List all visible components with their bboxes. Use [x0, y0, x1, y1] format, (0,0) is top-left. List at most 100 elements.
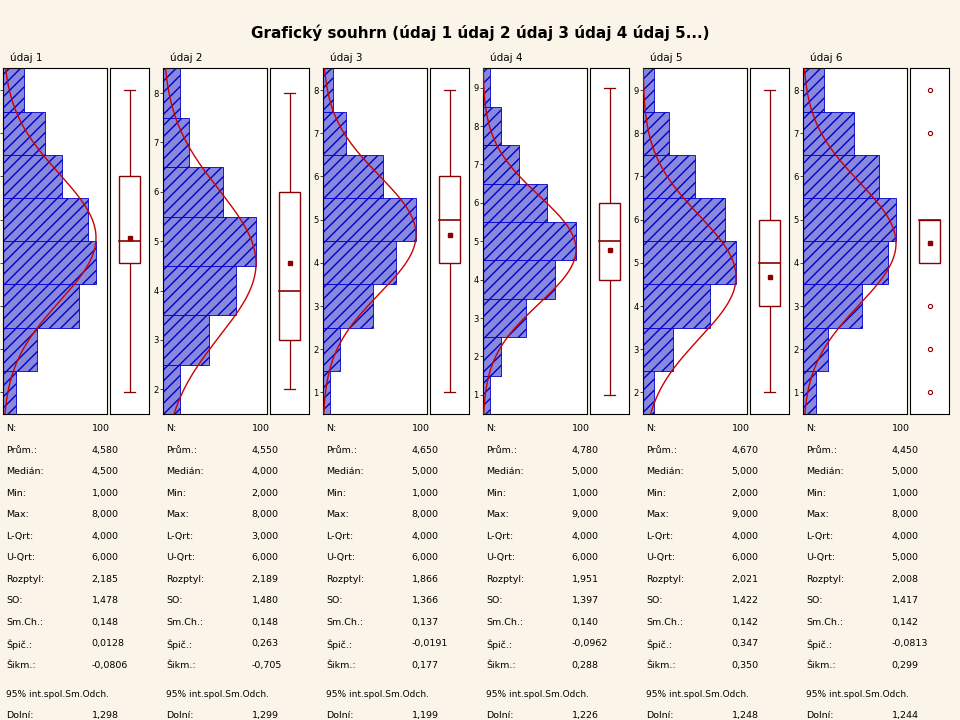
Text: 9,000: 9,000 [572, 510, 599, 519]
Text: Špič.:: Špič.: [326, 639, 352, 650]
Text: údaj 3: údaj 3 [329, 52, 362, 63]
Text: 1,417: 1,417 [892, 596, 919, 606]
Text: 0,148: 0,148 [92, 618, 119, 627]
Text: 1,366: 1,366 [412, 596, 439, 606]
Text: Sm.Ch.:: Sm.Ch.: [487, 618, 523, 627]
Bar [643, 68, 654, 112]
Text: Prům.:: Prům.: [646, 446, 678, 455]
Bar [599, 203, 620, 279]
Text: SO:: SO: [326, 596, 343, 606]
Text: 95% int.spol.Sm.Odch.: 95% int.spol.Sm.Odch. [487, 690, 589, 699]
Text: 4,670: 4,670 [732, 446, 758, 455]
Text: údaj 4: údaj 4 [490, 52, 522, 63]
Text: 4,000: 4,000 [732, 532, 758, 541]
Bar [803, 112, 853, 155]
Text: Min:: Min: [326, 489, 347, 498]
Text: -0,0191: -0,0191 [412, 639, 448, 648]
Text: 8,000: 8,000 [412, 510, 439, 519]
Text: Dolní:: Dolní: [806, 711, 834, 720]
Text: Medián:: Medián: [166, 467, 204, 476]
Text: Šikm.:: Šikm.: [326, 661, 356, 670]
Text: 1,478: 1,478 [92, 596, 119, 606]
Text: 0,263: 0,263 [252, 639, 278, 648]
Text: 0,288: 0,288 [572, 661, 599, 670]
Text: -0,705: -0,705 [252, 661, 282, 670]
Bar [483, 107, 501, 145]
Text: 1,199: 1,199 [412, 711, 439, 720]
Text: Prům.:: Prům.: [7, 446, 37, 455]
Text: L-Qrt:: L-Qrt: [646, 532, 674, 541]
Bar [3, 241, 96, 284]
Text: U-Qrt:: U-Qrt: [646, 553, 676, 562]
Text: 2,189: 2,189 [252, 575, 278, 584]
Text: Prům.:: Prům.: [326, 446, 357, 455]
Bar [3, 328, 36, 371]
Bar [483, 68, 490, 107]
Text: Sm.Ch.:: Sm.Ch.: [806, 618, 844, 627]
Bar [758, 220, 780, 306]
Bar [163, 217, 256, 266]
Text: Dolní:: Dolní: [326, 711, 354, 720]
Text: 1,422: 1,422 [732, 596, 758, 606]
Text: 3,000: 3,000 [252, 532, 278, 541]
Bar [323, 155, 383, 198]
Text: Max:: Max: [166, 510, 189, 519]
Bar [483, 261, 555, 299]
Text: 100: 100 [732, 424, 750, 433]
Bar [803, 284, 862, 328]
Text: Rozptyl:: Rozptyl: [326, 575, 365, 584]
Text: SO:: SO: [646, 596, 662, 606]
Bar [163, 315, 209, 364]
Text: Sm.Ch.:: Sm.Ch.: [646, 618, 684, 627]
Text: 0,142: 0,142 [892, 618, 919, 627]
Text: Sm.Ch.:: Sm.Ch.: [166, 618, 204, 627]
Bar [643, 241, 736, 284]
Text: 8,000: 8,000 [892, 510, 919, 519]
Bar [119, 176, 140, 263]
Text: 4,450: 4,450 [892, 446, 919, 455]
Text: Rozptyl:: Rozptyl: [166, 575, 204, 584]
Text: SO:: SO: [166, 596, 182, 606]
Text: 4,000: 4,000 [412, 532, 439, 541]
Text: 2,000: 2,000 [252, 489, 278, 498]
Text: 0,140: 0,140 [572, 618, 599, 627]
Text: 2,021: 2,021 [732, 575, 758, 584]
Text: 0,0128: 0,0128 [92, 639, 125, 648]
Text: Špič.:: Špič.: [166, 639, 192, 650]
Text: 5,000: 5,000 [412, 467, 439, 476]
Bar [163, 167, 223, 217]
Bar [163, 266, 236, 315]
Text: Max:: Max: [806, 510, 829, 519]
Text: Dolní:: Dolní: [7, 711, 34, 720]
Text: N:: N: [806, 424, 817, 433]
Text: 2,000: 2,000 [732, 489, 758, 498]
Text: Dolní:: Dolní: [646, 711, 674, 720]
Text: 5,000: 5,000 [732, 467, 758, 476]
Bar [323, 371, 329, 414]
Text: 1,397: 1,397 [572, 596, 599, 606]
Text: Rozptyl:: Rozptyl: [646, 575, 684, 584]
Text: 1,000: 1,000 [572, 489, 599, 498]
Text: 95% int.spol.Sm.Odch.: 95% int.spol.Sm.Odch. [326, 690, 429, 699]
Bar [803, 328, 828, 371]
Text: Sm.Ch.:: Sm.Ch.: [326, 618, 364, 627]
Text: 100: 100 [92, 424, 109, 433]
Text: údaj 1: údaj 1 [10, 52, 42, 63]
Bar [643, 112, 669, 155]
Text: SO:: SO: [487, 596, 503, 606]
Text: Dolní:: Dolní: [487, 711, 514, 720]
Bar [643, 328, 673, 371]
Text: 1,951: 1,951 [572, 575, 599, 584]
Bar [278, 192, 300, 340]
Text: 0,347: 0,347 [732, 639, 758, 648]
Bar [803, 371, 816, 414]
Text: Min:: Min: [646, 489, 666, 498]
Bar [803, 155, 879, 198]
Text: -0,0806: -0,0806 [92, 661, 128, 670]
Text: L-Qrt:: L-Qrt: [487, 532, 514, 541]
Text: 2,008: 2,008 [892, 575, 919, 584]
Text: 8,000: 8,000 [92, 510, 119, 519]
Text: SO:: SO: [806, 596, 823, 606]
Text: 4,000: 4,000 [252, 467, 278, 476]
Text: -0,0813: -0,0813 [892, 639, 928, 648]
